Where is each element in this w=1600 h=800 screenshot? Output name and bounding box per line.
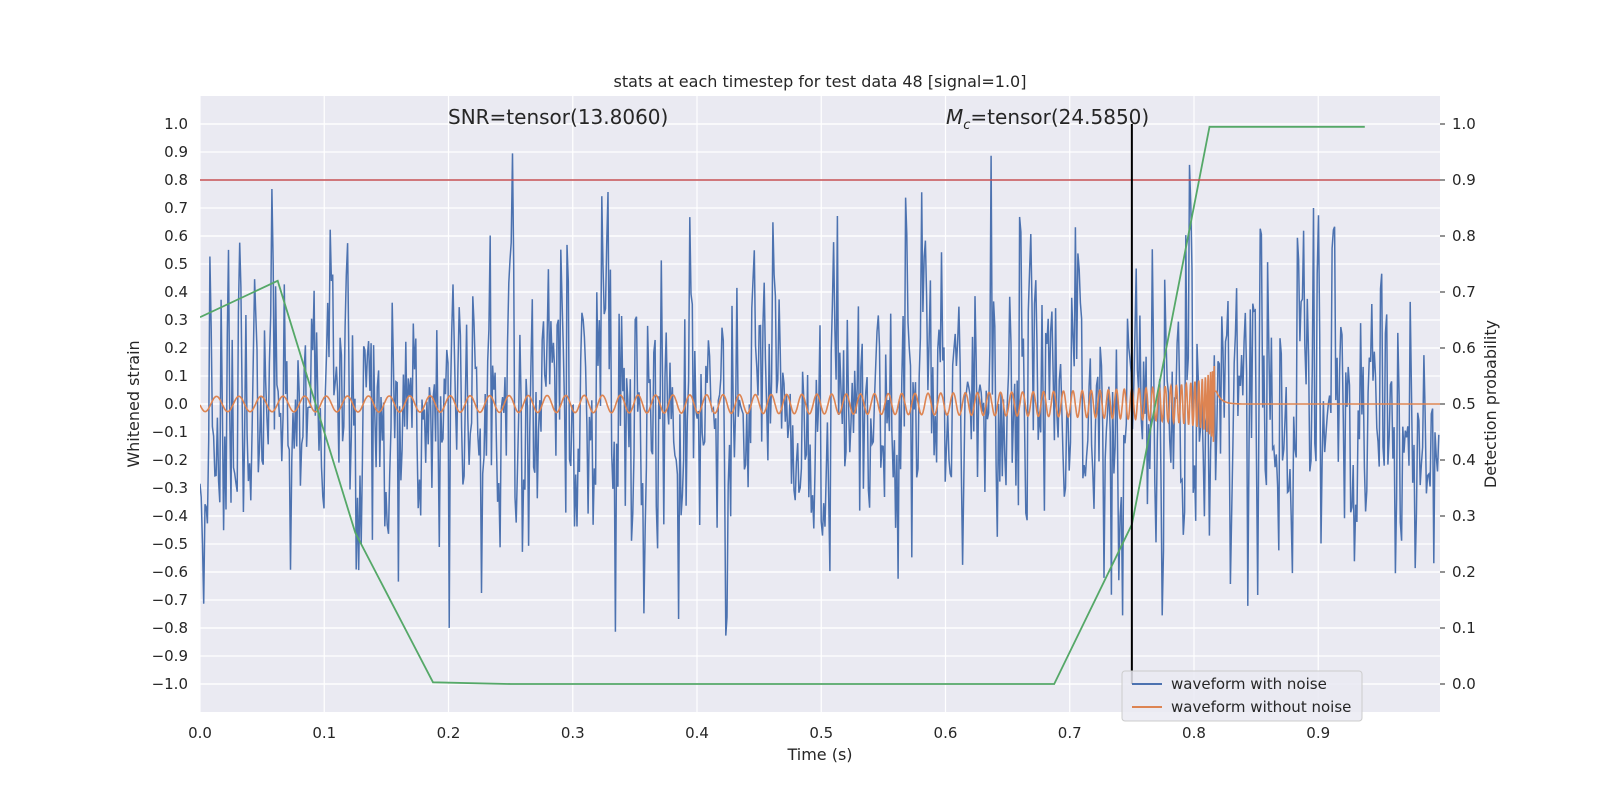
y-left-tick-label: −0.4	[152, 507, 188, 525]
x-tick-label: 0.4	[685, 724, 709, 742]
y-right-tick-label: 0.7	[1452, 283, 1476, 301]
y-left-tick-labels: 1.0 0.9 0.8 0.7 0.6 0.5 0.4 0.3 0.2 0.1 0.0 −0.1 −0.…	[152, 115, 188, 693]
y-right-tick-label: 0.8	[1452, 227, 1476, 245]
mc-value: =tensor(24.5850)	[970, 105, 1149, 129]
y-left-tick-label: −0.7	[152, 591, 188, 609]
y-right-tick-label: 0.0	[1452, 675, 1476, 693]
mc-symbol: M	[946, 105, 963, 129]
x-tick-label: 0.6	[934, 724, 958, 742]
y-left-tick-label: 0.9	[164, 143, 188, 161]
y-left-tick-label: 0.7	[164, 199, 188, 217]
y-left-tick-label: −0.1	[152, 423, 188, 441]
chart-title: stats at each timestep for test data 48 …	[614, 72, 1027, 91]
y-right-tick-label: 1.0	[1452, 115, 1476, 133]
y-right-tick-label: 0.5	[1452, 395, 1476, 413]
x-tick-label: 0.0	[188, 724, 212, 742]
y-left-tick-label: −0.8	[152, 619, 188, 637]
legend-label-noise: waveform with noise	[1171, 675, 1327, 693]
x-tick-label: 0.7	[1058, 724, 1082, 742]
snr-annotation: SNR=tensor(13.8060)	[448, 105, 668, 129]
y-left-tick-label: −1.0	[152, 675, 188, 693]
series-detection-probability	[200, 125, 1365, 685]
x-tick-labels: 0.0 0.1 0.2 0.3 0.4 0.5 0.6 0.7 0.8 0.9	[188, 724, 1330, 742]
legend-label-clean: waveform without noise	[1171, 698, 1351, 716]
y-right-tick-label: 0.2	[1452, 563, 1476, 581]
y-right-axis-label: Detection probability	[1481, 320, 1500, 488]
y-left-tick-label: −0.6	[152, 563, 188, 581]
x-tick-label: 0.1	[312, 724, 336, 742]
y-right-tick-label: 0.9	[1452, 171, 1476, 189]
x-tick-label: 0.8	[1182, 724, 1206, 742]
y-left-tick-label: −0.3	[152, 479, 188, 497]
y-right-tick-label: 0.6	[1452, 339, 1476, 357]
x-tick-label: 0.5	[809, 724, 833, 742]
y-left-tick-label: 0.4	[164, 283, 188, 301]
y-right-tick-label: 0.4	[1452, 451, 1476, 469]
mc-subscript: c	[963, 118, 970, 133]
x-axis-label: Time (s)	[786, 745, 852, 764]
mc-annotation: Mc=tensor(24.5850)	[946, 105, 1149, 133]
y-left-tick-label: −0.5	[152, 535, 188, 553]
y-left-tick-label: −0.2	[152, 451, 188, 469]
y-left-tick-label: 1.0	[164, 115, 188, 133]
x-tick-label: 0.3	[561, 724, 585, 742]
y-left-tick-label: 0.8	[164, 171, 188, 189]
legend: waveform with noise waveform without noi…	[1121, 670, 1363, 722]
series-waveform-without-noise	[200, 365, 1440, 442]
series-waveform-with-noise	[200, 153, 1440, 636]
y-left-axis-label: Whitened strain	[124, 340, 143, 467]
y-left-tick-label: 0.3	[164, 311, 188, 329]
y-left-tick-label: 0.0	[164, 395, 188, 413]
legend-box	[1121, 670, 1363, 722]
x-tick-label: 0.2	[437, 724, 461, 742]
y-left-tick-label: 0.6	[164, 227, 188, 245]
y-right-tick-label: 0.1	[1452, 619, 1476, 637]
data-traces	[200, 124, 1440, 685]
y-right-tick-labels: 1.0 0.9 0.8 0.7 0.6 0.5 0.4 0.3 0.2 0.1 0.0	[1440, 115, 1476, 693]
y-left-tick-label: 0.5	[164, 255, 188, 273]
x-tick-label: 0.9	[1306, 724, 1330, 742]
y-left-tick-label: 0.2	[164, 339, 188, 357]
y-left-tick-label: 0.1	[164, 367, 188, 385]
y-left-tick-label: −0.9	[152, 647, 188, 665]
y-right-tick-label: 0.3	[1452, 507, 1476, 525]
